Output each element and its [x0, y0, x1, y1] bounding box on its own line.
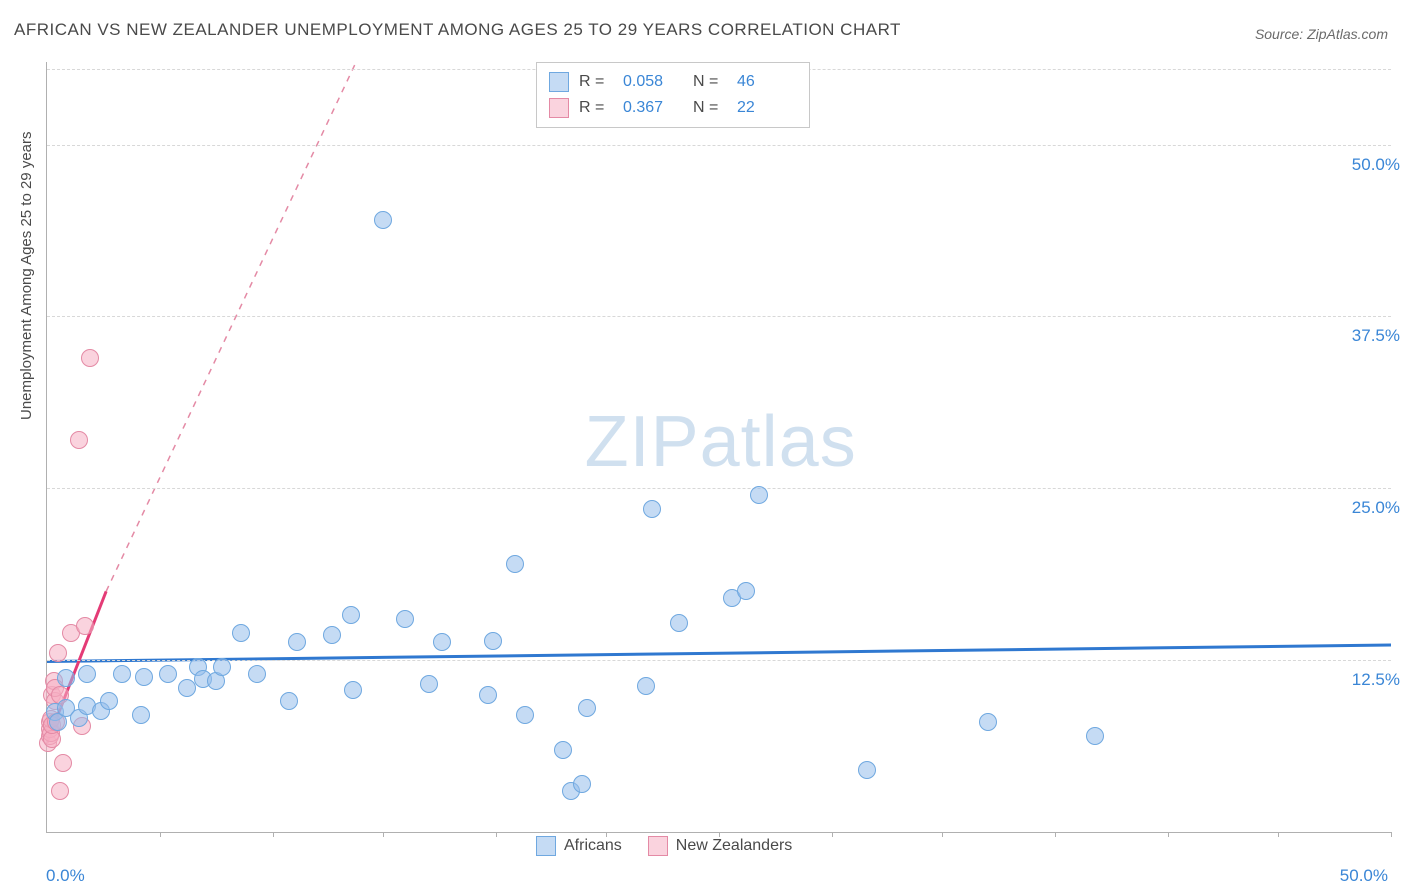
x-tick-mark	[1278, 832, 1279, 837]
africans-point	[159, 665, 177, 683]
x-tick-mark	[1168, 832, 1169, 837]
newzealanders-point	[70, 431, 88, 449]
legend-series: Africans New Zealanders	[536, 836, 792, 856]
africans-point	[573, 775, 591, 793]
africans-point	[113, 665, 131, 683]
chart-title: AFRICAN VS NEW ZEALANDER UNEMPLOYMENT AM…	[14, 20, 901, 40]
africans-point	[396, 610, 414, 628]
africans-point	[132, 706, 150, 724]
africans-point	[374, 211, 392, 229]
n-value-newzealanders: 22	[737, 99, 797, 117]
source-label: Source: ZipAtlas.com	[1255, 26, 1388, 42]
legend-stats: R = 0.058 N = 46 R = 0.367 N = 22	[536, 62, 810, 128]
africans-point	[670, 614, 688, 632]
plot-area: ZIPatlas	[46, 62, 1391, 833]
legend-row-newzealanders: R = 0.367 N = 22	[549, 95, 797, 121]
x-tick-mark	[160, 832, 161, 837]
africans-point	[344, 681, 362, 699]
africans-point	[288, 633, 306, 651]
legend-item-africans: Africans	[536, 836, 622, 856]
r-label: R =	[579, 73, 613, 91]
n-value-africans: 46	[737, 73, 797, 91]
r-value-newzealanders: 0.367	[623, 99, 683, 117]
africans-point	[484, 632, 502, 650]
africans-point	[516, 706, 534, 724]
x-tick-mark	[1391, 832, 1392, 837]
africans-point	[78, 665, 96, 683]
africans-point	[342, 606, 360, 624]
africans-point	[57, 669, 75, 687]
africans-point	[323, 626, 341, 644]
gridline	[47, 145, 1391, 146]
africans-point	[554, 741, 572, 759]
africans-point	[750, 486, 768, 504]
legend-item-newzealanders: New Zealanders	[648, 836, 793, 856]
africans-point	[100, 692, 118, 710]
series-label-africans: Africans	[564, 837, 622, 855]
africans-point	[1086, 727, 1104, 745]
x-tick-mark	[1055, 832, 1056, 837]
newzealanders-point	[51, 782, 69, 800]
watermark: ZIPatlas	[585, 401, 857, 483]
r-value-africans: 0.058	[623, 73, 683, 91]
africans-point	[232, 624, 250, 642]
africans-point	[135, 668, 153, 686]
africans-point	[178, 679, 196, 697]
newzealanders-point	[76, 617, 94, 635]
trend-lines-layer	[47, 62, 1391, 832]
newzealanders-point	[49, 644, 67, 662]
africans-point	[737, 582, 755, 600]
x-axis-min-label: 0.0%	[46, 866, 85, 886]
y-tick-label: 37.5%	[1352, 326, 1400, 346]
africans-point	[420, 675, 438, 693]
y-tick-label: 12.5%	[1352, 670, 1400, 690]
legend-row-africans: R = 0.058 N = 46	[549, 69, 797, 95]
y-axis-label: Unemployment Among Ages 25 to 29 years	[18, 131, 35, 420]
watermark-zip: ZIP	[585, 402, 700, 482]
swatch-africans	[549, 72, 569, 92]
series-label-newzealanders: New Zealanders	[676, 837, 793, 855]
newzealanders-point	[81, 349, 99, 367]
y-tick-label: 25.0%	[1352, 498, 1400, 518]
x-tick-mark	[383, 832, 384, 837]
africans-point	[213, 658, 231, 676]
x-tick-mark	[832, 832, 833, 837]
africans-point	[858, 761, 876, 779]
x-tick-mark	[942, 832, 943, 837]
gridline	[47, 660, 1391, 661]
africans-point	[280, 692, 298, 710]
africans-point	[578, 699, 596, 717]
swatch-newzealanders	[648, 836, 668, 856]
africans-point	[643, 500, 661, 518]
n-label: N =	[693, 99, 727, 117]
africans-point	[433, 633, 451, 651]
swatch-newzealanders	[549, 98, 569, 118]
gridline	[47, 316, 1391, 317]
africans-point	[979, 713, 997, 731]
x-axis-max-label: 50.0%	[1340, 866, 1388, 886]
x-tick-mark	[273, 832, 274, 837]
n-label: N =	[693, 73, 727, 91]
watermark-atlas: atlas	[700, 402, 857, 482]
africans-point	[506, 555, 524, 573]
y-tick-label: 50.0%	[1352, 155, 1400, 175]
swatch-africans	[536, 836, 556, 856]
africans-point	[479, 686, 497, 704]
r-label: R =	[579, 99, 613, 117]
newzealanders-point	[54, 754, 72, 772]
x-tick-mark	[496, 832, 497, 837]
africans-point	[248, 665, 266, 683]
africans-point	[637, 677, 655, 695]
gridline	[47, 488, 1391, 489]
